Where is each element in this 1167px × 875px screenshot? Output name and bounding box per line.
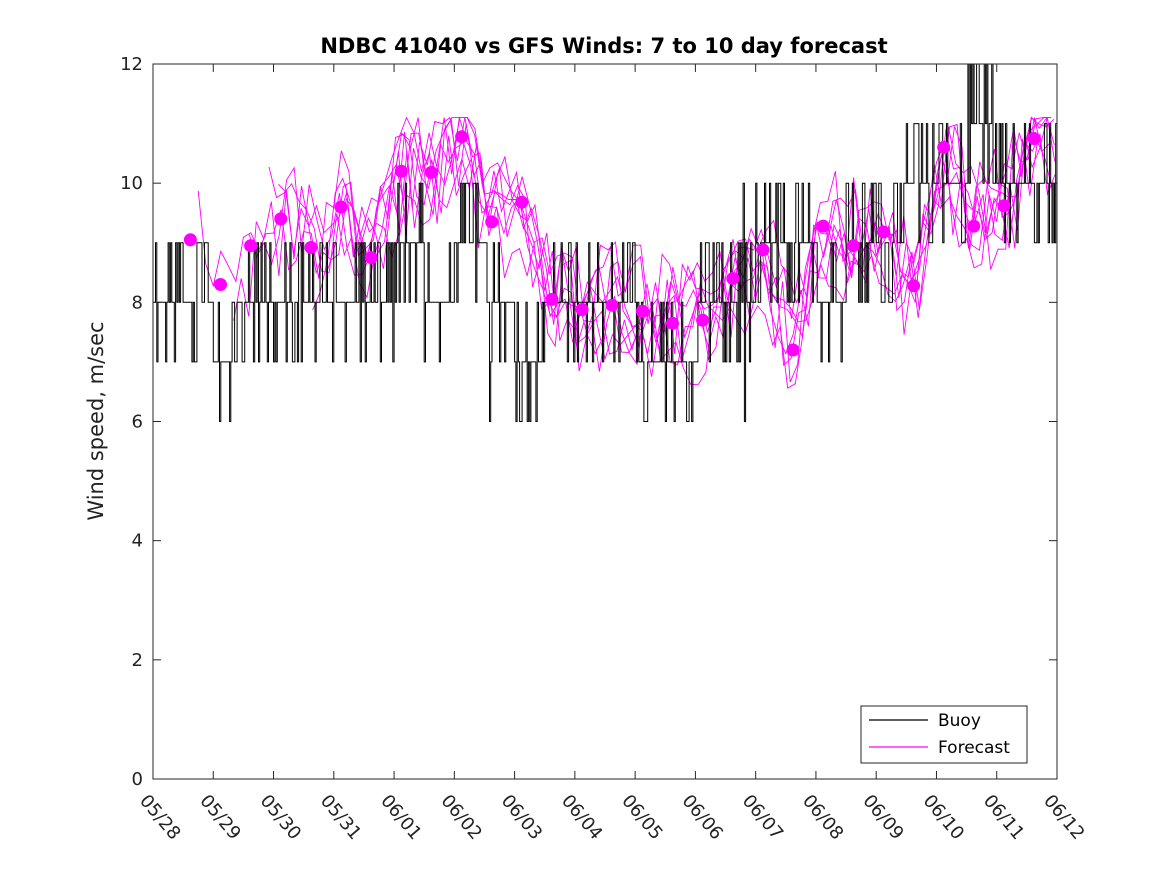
y-tick-label: 10	[120, 173, 143, 194]
forecast-marker	[183, 233, 197, 247]
y-axis-label: Wind speed, m/sec	[84, 321, 108, 520]
forecast-marker	[455, 130, 469, 144]
forecast-line	[197, 117, 1050, 361]
x-tick-label: 06/09	[858, 791, 907, 844]
forecast-line	[327, 117, 1052, 389]
y-tick-label: 12	[120, 54, 143, 75]
legend-label-forecast: Forecast	[938, 738, 1010, 758]
forecast-marker	[756, 243, 770, 257]
y-tick-label: 8	[132, 292, 143, 313]
legend: Buoy Forecast	[860, 705, 1028, 764]
forecast-marker	[364, 251, 378, 265]
forecast-marker	[485, 215, 499, 229]
x-tick-label: 06/02	[437, 791, 486, 844]
x-tick-label: 05/31	[316, 791, 365, 844]
x-tick-label: 06/12	[1039, 791, 1088, 844]
forecast-marker	[696, 313, 710, 327]
forecast-marker	[575, 303, 589, 316]
forecast-marker	[937, 140, 951, 154]
forecast-line	[345, 116, 1055, 383]
plot-area	[153, 63, 1058, 422]
forecast-marker	[1027, 132, 1041, 145]
chart-title: NDBC 41040 vs GFS Winds: 7 to 10 day for…	[320, 34, 887, 58]
forecast-marker	[424, 165, 438, 179]
y-tick-label: 2	[132, 650, 143, 671]
x-tick-label: 06/06	[678, 791, 727, 844]
x-tick-label: 06/07	[738, 791, 787, 844]
buoy-line	[153, 63, 1058, 422]
y-tick-label: 0	[132, 769, 143, 790]
forecast-marker	[394, 164, 408, 178]
forecast-marker	[214, 278, 227, 291]
forecast-marker	[515, 195, 529, 209]
forecast-marker	[666, 316, 679, 330]
y-tick-label: 4	[132, 531, 143, 552]
forecast-marker	[786, 343, 800, 357]
x-tick-label: 06/05	[617, 791, 666, 844]
x-tick-label: 06/03	[497, 791, 546, 844]
x-tick-label: 06/11	[979, 791, 1028, 844]
x-tick-label: 06/01	[376, 791, 425, 844]
forecast-marker	[334, 200, 348, 214]
forecast-marker	[846, 239, 860, 253]
forecast-marker	[244, 239, 258, 253]
forecast-marker	[545, 292, 559, 306]
x-tick-label: 06/04	[557, 791, 606, 844]
forecast-marker	[635, 304, 649, 318]
x-tick-label: 05/30	[256, 791, 305, 844]
x-tick-label: 05/28	[135, 791, 184, 844]
forecast-marker	[907, 279, 921, 293]
forecast-marker	[967, 219, 981, 233]
forecast-marker	[997, 199, 1011, 213]
forecast-marker	[816, 219, 830, 233]
forecast-marker	[274, 212, 288, 226]
forecast-marker	[876, 225, 890, 239]
legend-label-buoy: Buoy	[938, 711, 981, 731]
forecast-marker	[605, 298, 619, 312]
legend-box	[860, 705, 1028, 764]
x-tick-label: 05/29	[195, 791, 244, 844]
forecast-marker	[304, 241, 318, 254]
y-tick-label: 6	[132, 412, 143, 433]
x-tick-label: 06/08	[798, 791, 847, 844]
forecast-marker	[726, 272, 740, 285]
x-tick-label: 06/10	[919, 791, 968, 844]
